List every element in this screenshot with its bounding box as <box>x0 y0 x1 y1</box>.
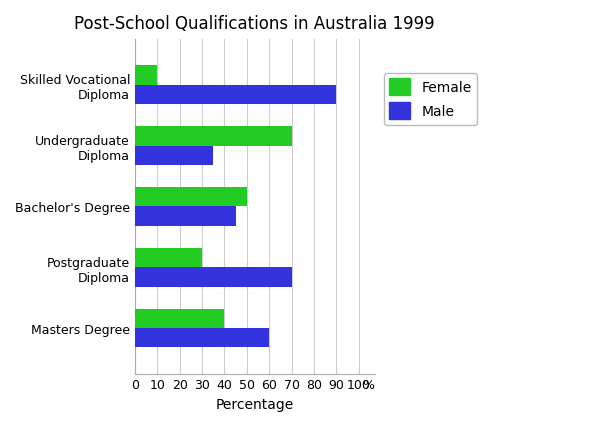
Bar <box>135 86 336 105</box>
Bar <box>135 66 157 86</box>
Text: %: % <box>362 378 374 391</box>
Bar <box>135 207 236 226</box>
Bar <box>135 146 213 166</box>
Bar <box>135 309 224 328</box>
Bar <box>135 248 202 268</box>
Bar <box>135 187 247 207</box>
Bar <box>135 127 292 146</box>
Legend: Female, Male: Female, Male <box>384 74 477 126</box>
X-axis label: Percentage: Percentage <box>216 397 294 411</box>
Title: Post-School Qualifications in Australia 1999: Post-School Qualifications in Australia … <box>74 15 435 33</box>
Bar <box>135 328 270 348</box>
Bar <box>135 268 292 287</box>
